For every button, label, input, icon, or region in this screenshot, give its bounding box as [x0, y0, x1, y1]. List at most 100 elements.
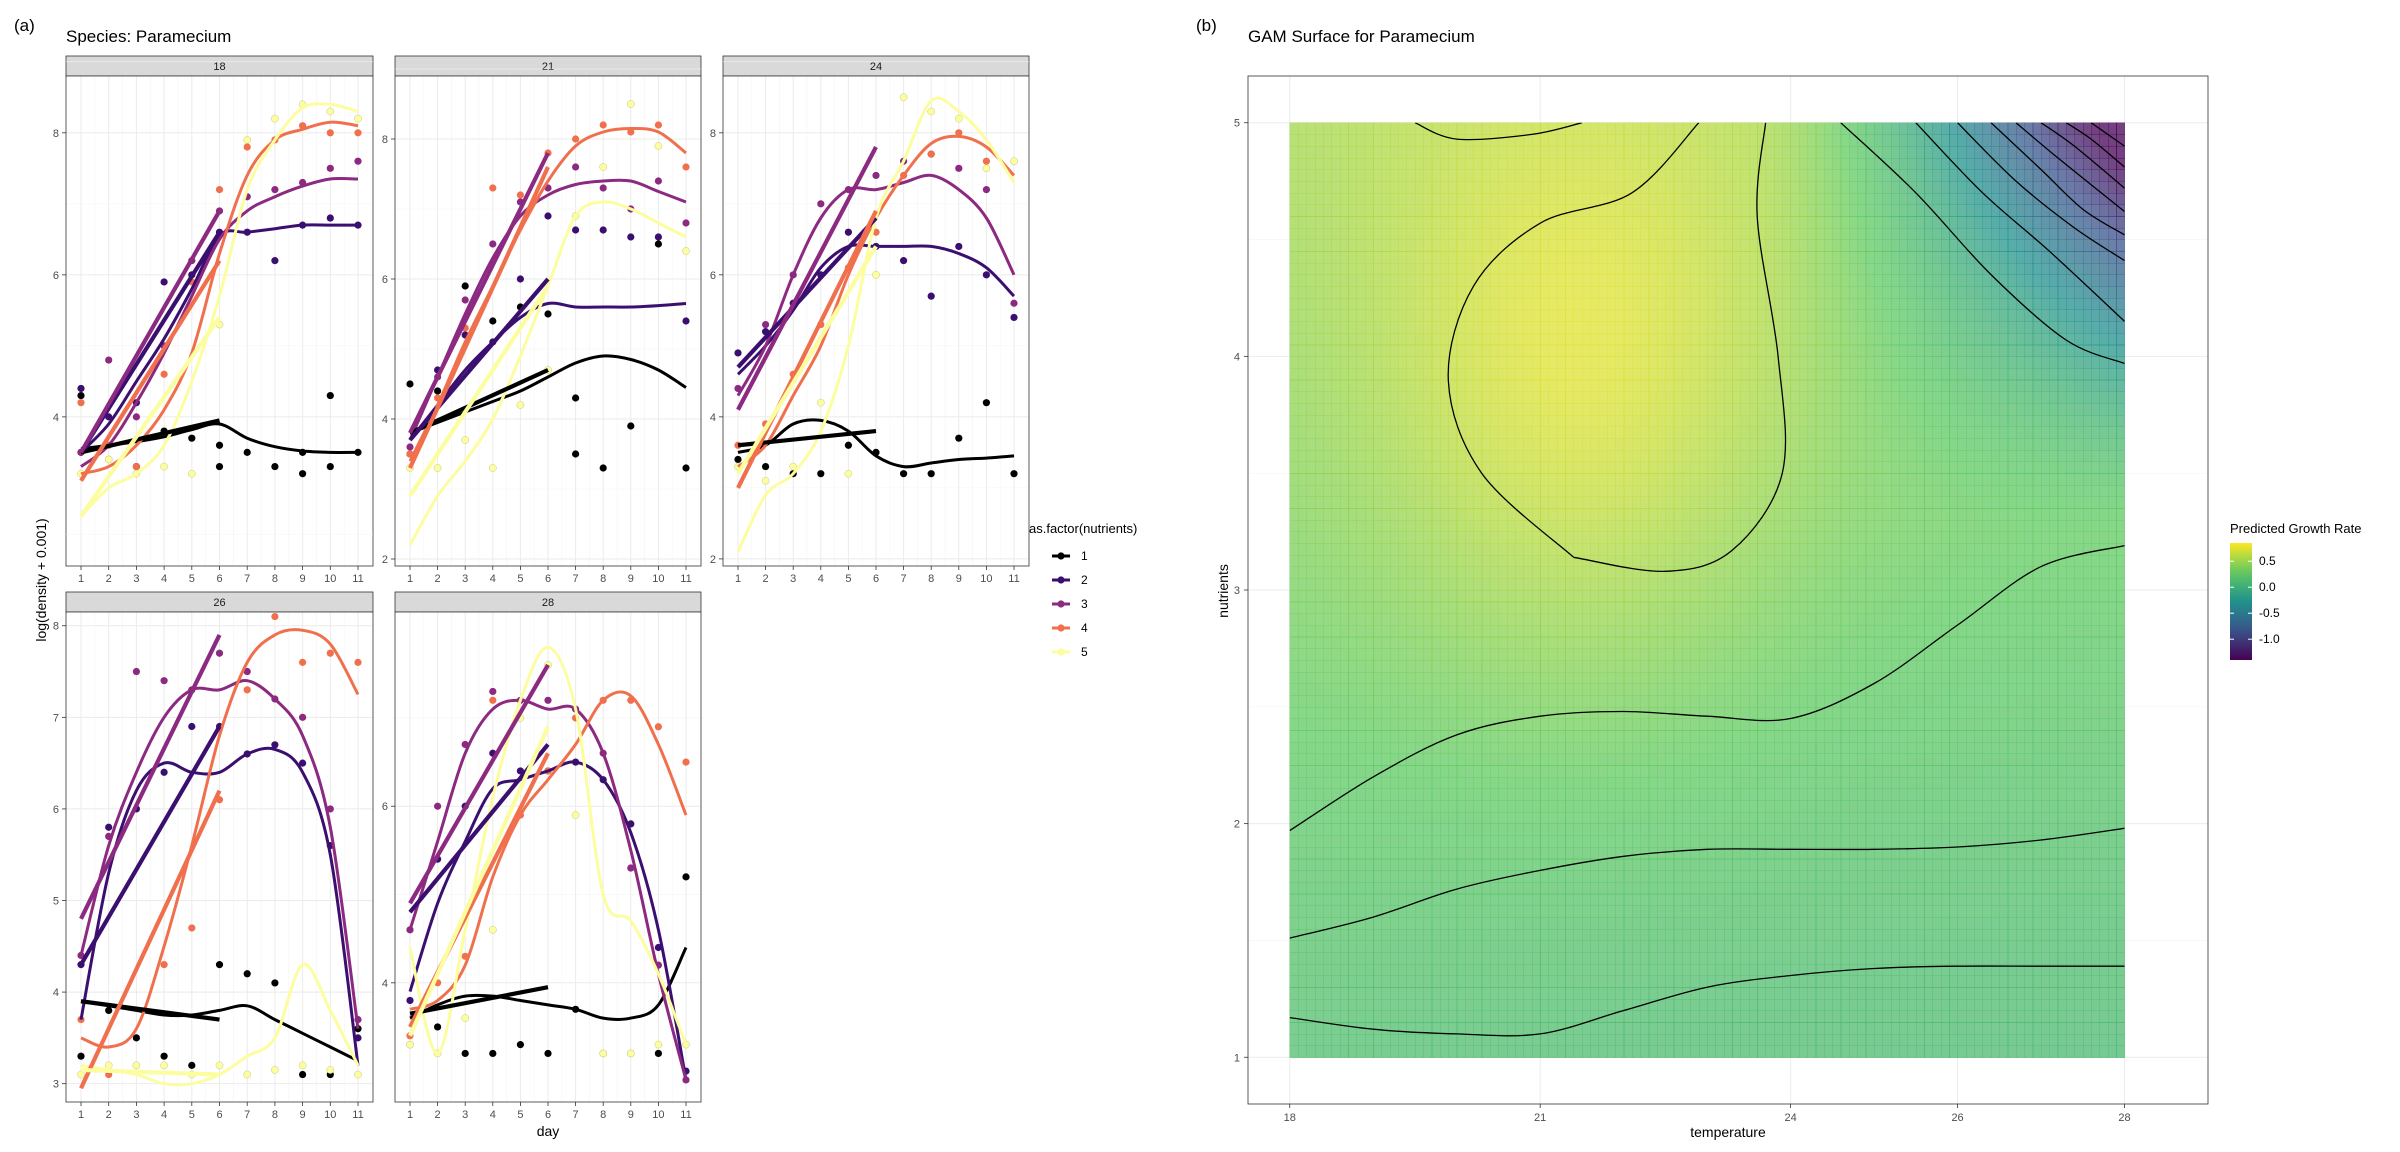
surface-tile	[1406, 660, 1416, 673]
surface-tile	[1490, 987, 1500, 1000]
surface-tile	[1531, 274, 1541, 287]
surface-tile	[1289, 484, 1299, 498]
surface-tile	[1389, 683, 1399, 696]
surface-tile	[1339, 917, 1349, 930]
surface-tile	[1573, 262, 1583, 276]
surface-tile	[1648, 741, 1658, 755]
surface-tile	[1414, 1010, 1424, 1023]
x-tick-label: 6	[545, 573, 551, 585]
surface-tile	[1398, 169, 1408, 182]
surface-tile	[1498, 625, 1508, 638]
surface-tile	[1465, 730, 1474, 743]
data-point-n4	[682, 163, 690, 171]
surface-tile	[1406, 998, 1416, 1012]
surface-tile	[1398, 800, 1408, 813]
data-point-n1	[434, 387, 442, 395]
surface-tile	[1481, 765, 1491, 778]
surface-tile	[1548, 438, 1558, 451]
surface-tile	[1523, 379, 1533, 393]
surface-tile	[1715, 192, 1725, 206]
surface-tile	[1498, 274, 1508, 287]
surface-tile	[1673, 508, 1683, 521]
surface-tile	[1356, 683, 1366, 696]
surface-tile	[1657, 286, 1666, 299]
surface-tile	[1548, 157, 1558, 171]
surface-tile	[1606, 683, 1616, 696]
surface-tile	[1648, 344, 1658, 357]
surface-tile	[1707, 461, 1717, 474]
surface-tile	[1314, 449, 1324, 463]
surface-tile	[1364, 1045, 1374, 1058]
surface-tile	[1465, 496, 1474, 509]
surface-tile	[1481, 403, 1491, 416]
surface-tile	[1423, 905, 1433, 918]
surface-tile	[1348, 952, 1358, 965]
surface-tile	[1548, 344, 1558, 357]
surface-tile	[1373, 321, 1383, 334]
surface-tile	[1490, 811, 1500, 825]
surface-tile	[1657, 858, 1666, 871]
surface-tile	[1389, 391, 1399, 404]
surface-tile	[1673, 613, 1683, 626]
surface-tile	[1623, 344, 1633, 357]
surface-tile	[1715, 905, 1725, 918]
surface-tile	[1615, 1033, 1625, 1047]
surface-tile	[1331, 251, 1341, 264]
surface-tile	[1389, 590, 1399, 603]
y-tick-label: 8	[53, 621, 59, 633]
surface-tile	[1431, 554, 1441, 568]
surface-tile	[1665, 1022, 1675, 1035]
surface-tile	[1556, 858, 1566, 871]
surface-tile	[1682, 975, 1692, 988]
surface-tile	[1364, 531, 1374, 544]
surface-tile	[1657, 590, 1666, 603]
surface-tile	[1698, 403, 1708, 416]
surface-tile	[1590, 1045, 1600, 1058]
surface-tile	[1598, 356, 1608, 369]
surface-tile	[1690, 858, 1700, 871]
surface-tile	[1640, 613, 1650, 626]
surface-tile	[1673, 905, 1683, 918]
surface-tile	[1632, 998, 1641, 1012]
surface-tile	[1306, 811, 1316, 825]
surface-tile	[1632, 543, 1641, 556]
surface-tile	[1615, 847, 1625, 860]
surface-tile	[1356, 473, 1366, 486]
surface-tile	[1323, 461, 1333, 474]
surface-tile	[1523, 157, 1533, 171]
surface-tile	[1556, 484, 1566, 498]
surface-tile	[1515, 554, 1525, 568]
surface-tile	[1623, 858, 1633, 871]
surface-tile	[1498, 239, 1508, 252]
surface-tile	[1632, 882, 1641, 895]
surface-tile	[1640, 847, 1650, 860]
surface-tile	[1389, 928, 1399, 942]
surface-tile	[1456, 473, 1466, 486]
surface-tile	[1632, 192, 1641, 206]
surface-tile	[1306, 216, 1316, 229]
surface-tile	[1606, 590, 1616, 603]
surface-tile	[1640, 648, 1650, 661]
surface-tile	[1548, 917, 1558, 930]
surface-tile	[1565, 414, 1575, 428]
data-point-n1	[271, 462, 279, 471]
surface-tile	[1298, 379, 1308, 393]
surface-tile	[1289, 590, 1299, 603]
surface-tile	[1657, 356, 1666, 369]
surface-tile	[1398, 882, 1408, 895]
surface-tile	[1414, 882, 1424, 895]
surface-tile	[1606, 274, 1616, 287]
surface-tile	[1473, 648, 1483, 661]
surface-tile	[1389, 438, 1399, 451]
surface-tile	[1440, 788, 1449, 801]
surface-tile	[1623, 566, 1633, 579]
surface-tile	[1723, 660, 1733, 673]
surface-tile	[1473, 309, 1483, 322]
surface-tile	[1323, 695, 1333, 708]
surface-tile	[1640, 800, 1650, 813]
surface-tile	[1465, 449, 1474, 463]
surface-tile	[1581, 905, 1591, 918]
surface-tile	[1682, 496, 1692, 509]
surface-tile	[1707, 274, 1717, 287]
surface-tile	[1490, 391, 1500, 404]
